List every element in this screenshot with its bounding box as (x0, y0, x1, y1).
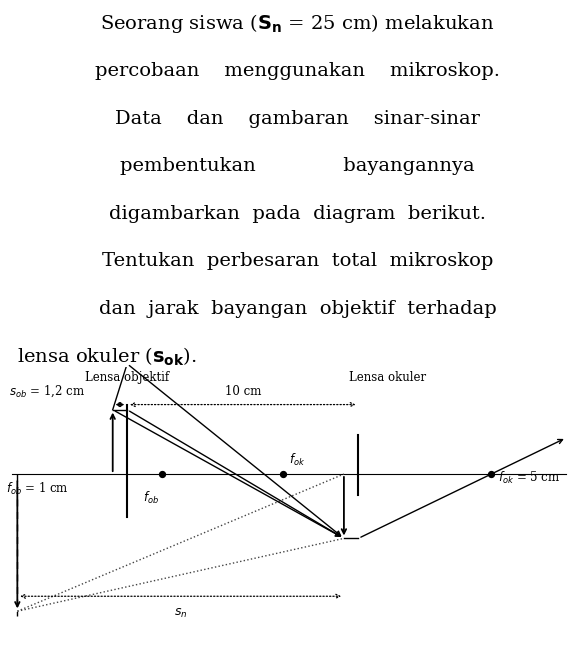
Text: 10 cm: 10 cm (225, 385, 261, 398)
Text: dan  jarak  bayangan  objektif  terhadap: dan jarak bayangan objektif terhadap (99, 300, 497, 318)
Text: pembentukan              bayangannya: pembentukan bayangannya (120, 157, 475, 175)
Text: $s_{ob}$ = 1,2 cm: $s_{ob}$ = 1,2 cm (9, 384, 84, 399)
Text: digambarkan  pada  diagram  berikut.: digambarkan pada diagram berikut. (109, 205, 486, 223)
Text: Lensa objektif: Lensa objektif (85, 371, 169, 384)
Text: Data    dan    gambaran    sinar-sinar: Data dan gambaran sinar-sinar (115, 110, 480, 128)
Text: lensa okuler ($\mathbf{s_{ok}}$).: lensa okuler ($\mathbf{s_{ok}}$). (17, 346, 197, 368)
Point (279, 469, 288, 480)
Text: $f_{ob}$ = 1 cm: $f_{ob}$ = 1 cm (6, 480, 68, 496)
Text: percobaan    menggunakan    mikroskop.: percobaan menggunakan mikroskop. (95, 62, 500, 80)
Text: Lensa okuler: Lensa okuler (349, 371, 426, 384)
Point (487, 469, 496, 480)
Text: $f_{ok}$ = 5 cm: $f_{ok}$ = 5 cm (498, 470, 561, 486)
Text: $s_n$: $s_n$ (174, 607, 187, 620)
Text: $f_{ok}$: $f_{ok}$ (289, 452, 305, 468)
Text: Tentukan  perbesaran  total  mikroskop: Tentukan perbesaran total mikroskop (102, 252, 494, 270)
Text: Seorang siswa ($\mathbf{S_n}$ = 25 cm) melakukan: Seorang siswa ($\mathbf{S_n}$ = 25 cm) m… (101, 12, 495, 35)
Text: $f_{ob}$: $f_{ob}$ (143, 490, 159, 506)
Point (157, 469, 166, 480)
